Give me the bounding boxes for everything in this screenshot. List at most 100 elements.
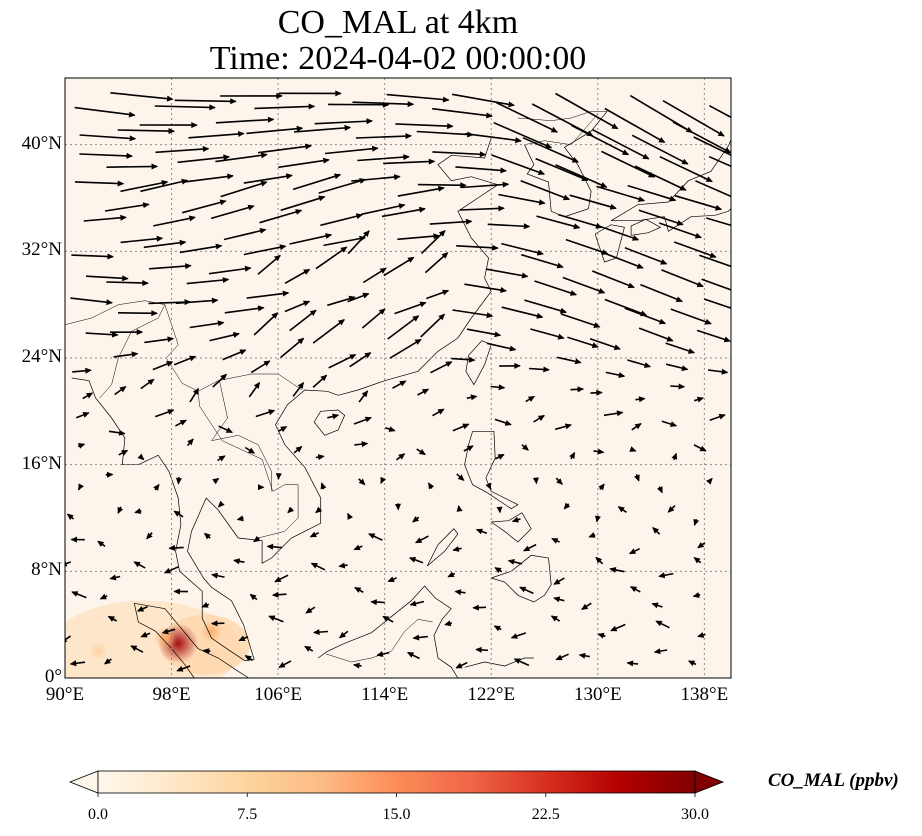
wind-arrow <box>218 425 233 434</box>
wind-arrow <box>186 277 230 285</box>
wind-arrow <box>238 635 249 642</box>
country-border <box>210 380 272 492</box>
wind-arrow <box>368 533 383 541</box>
wind-arrow <box>472 604 487 611</box>
wind-arrow <box>134 508 142 514</box>
wind-arrow <box>82 392 94 400</box>
wind-arrow <box>253 535 261 543</box>
wind-arrow <box>220 180 268 198</box>
lon-tick-label: 138°E <box>680 684 729 705</box>
colorbar-extend-min <box>68 770 99 794</box>
wind-arrow <box>634 165 687 191</box>
wind-arrow <box>631 134 689 165</box>
wind-arrow <box>257 143 312 154</box>
wind-arrow <box>531 103 594 137</box>
wind-arrow <box>491 154 546 175</box>
wind-arrow <box>212 477 220 485</box>
wind-arrow <box>420 313 446 338</box>
wind-arrow <box>455 661 468 669</box>
wind-arrow <box>120 180 169 193</box>
wind-arrow <box>313 629 329 636</box>
wind-arrow <box>174 98 237 105</box>
wind-arrow <box>173 510 184 518</box>
wind-arrow <box>201 602 210 608</box>
country-border <box>326 619 433 663</box>
wind-arrow <box>444 620 452 627</box>
wind-arrow <box>277 426 288 433</box>
wind-arrow <box>244 655 254 662</box>
wind-arrow <box>562 276 606 294</box>
wind-arrow <box>120 235 164 244</box>
wind-arrow <box>140 631 151 638</box>
wind-arrow <box>215 152 268 163</box>
wind-arrow <box>624 307 667 325</box>
wind-arrow <box>353 416 372 425</box>
wind-arrow <box>662 100 725 137</box>
wind-arrow <box>310 562 326 571</box>
colorbar-gradient <box>97 770 696 794</box>
lon-tick-label: 98°E <box>152 684 191 705</box>
wind-arrow <box>397 185 445 197</box>
wind-arrow <box>381 206 426 218</box>
wind-arrow <box>595 556 604 565</box>
wind-arrow <box>208 265 252 275</box>
wind-arrow <box>99 593 108 600</box>
wind-arrow <box>118 449 129 456</box>
wind-arrow <box>692 592 701 598</box>
wind-arrow <box>454 589 466 596</box>
country-border <box>99 304 166 399</box>
wind-arrow <box>693 396 704 403</box>
wind-arrow <box>161 628 176 635</box>
wind-arrow <box>569 451 576 460</box>
wind-arrow <box>314 118 373 125</box>
wind-arrow <box>163 566 179 574</box>
map-frame <box>64 77 732 679</box>
wind-arrow <box>130 645 144 653</box>
wind-arrow <box>496 101 558 133</box>
wind-arrow <box>280 337 305 359</box>
wind-arrow <box>284 300 311 313</box>
wind-arrow <box>511 516 521 523</box>
wind-arrow <box>523 543 537 552</box>
wind-arrow <box>513 658 530 667</box>
wind-arrow <box>601 251 644 269</box>
wind-arrow <box>493 625 502 632</box>
wind-arrow <box>244 446 256 454</box>
wind-arrow <box>521 444 529 451</box>
wind-arrow <box>347 512 353 520</box>
wind-arrow <box>629 547 641 555</box>
coastline <box>464 657 534 668</box>
wind-arrow <box>72 367 92 374</box>
wind-arrow <box>292 382 305 397</box>
wind-arrow <box>338 562 348 569</box>
wind-arrow <box>312 374 328 388</box>
wind-arrow <box>610 623 626 632</box>
wind-arrow <box>674 194 723 211</box>
wind-arrow <box>272 591 287 598</box>
wind-arrow <box>466 394 478 401</box>
wind-arrow <box>386 93 450 103</box>
wind-arrow <box>533 414 545 423</box>
coastline <box>313 409 346 436</box>
wind-arrow <box>224 305 265 314</box>
wind-arrow <box>104 202 150 212</box>
wind-arrow <box>412 634 428 641</box>
wind-arrow <box>293 445 303 454</box>
wind-arrow <box>553 596 565 603</box>
wind-arrow <box>212 373 227 388</box>
wind-arrow <box>627 184 677 202</box>
wind-arrow <box>168 544 184 551</box>
wind-arrow <box>266 543 282 550</box>
wind-arrow <box>665 342 695 354</box>
wind-arrow <box>395 123 454 130</box>
wind-arrow <box>392 380 407 389</box>
wind-arrow <box>137 605 148 612</box>
wind-arrow <box>75 412 90 419</box>
wind-arrow <box>603 410 624 417</box>
wind-arrow <box>376 651 390 657</box>
wind-arrow <box>522 136 579 163</box>
wind-arrow <box>455 166 507 174</box>
wind-arrow <box>498 193 546 206</box>
wind-arrow <box>521 253 564 269</box>
